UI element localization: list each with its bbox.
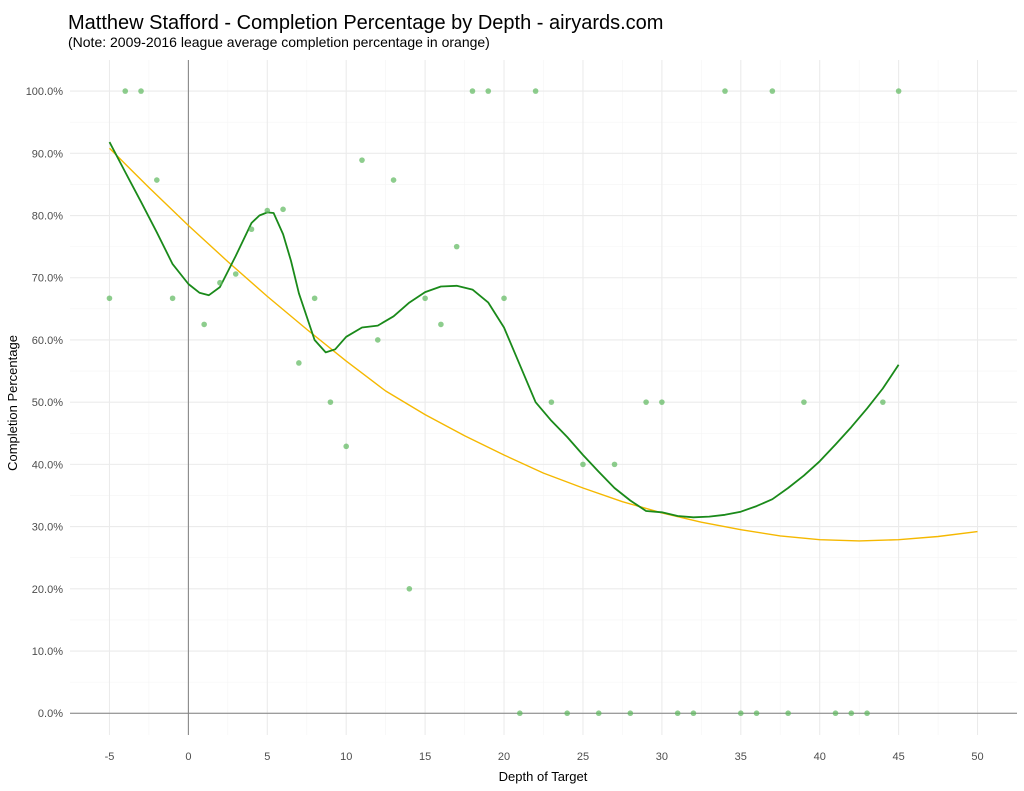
x-tick-label: 40 [814,751,826,763]
data-point [169,295,176,302]
league-average-layer [109,147,978,542]
y-tick-label: 10.0% [32,646,63,658]
data-point [217,279,223,286]
points-layer [106,88,902,717]
data-point [311,295,318,302]
data-point [769,88,776,94]
data-point [374,337,381,343]
data-point [753,710,760,717]
data-point [469,88,476,94]
data-point [722,88,728,94]
data-point [643,399,649,405]
data-point [154,177,160,183]
data-point [438,321,444,328]
data-point [406,586,413,592]
data-point [785,710,791,717]
x-tick-label: 10 [340,751,352,763]
data-point [690,710,697,717]
data-point [627,710,634,717]
y-tick-label: 100.0% [26,86,64,98]
data-point [674,710,681,717]
data-point [548,399,555,405]
data-point [848,710,855,717]
data-point [232,271,239,277]
data-point [832,710,839,717]
data-point [264,207,271,214]
data-point [453,243,460,250]
x-tick-label: -5 [105,751,115,763]
data-point [737,710,744,717]
y-tick-label: 70.0% [32,273,63,285]
data-point [485,88,492,94]
data-point [895,88,902,94]
x-tick-label: 0 [185,751,191,763]
chart-title: Matthew Stafford - Completion Percentage… [68,12,664,34]
data-point [343,443,350,450]
data-point [659,399,665,405]
data-point [422,295,428,302]
data-point [280,206,286,213]
x-tick-label: 30 [656,751,668,763]
grid [70,60,1017,735]
data-point [595,710,602,717]
y-axis-title: Completion Percentage [5,335,20,471]
y-tick-label: 40.0% [32,459,63,471]
y-tick-label: 90.0% [32,148,63,160]
data-point [201,321,207,328]
data-point [138,88,144,94]
x-tick-label: 45 [893,751,905,763]
smooth-layer [108,141,900,519]
data-point [517,710,523,717]
data-point [532,88,539,94]
data-point [359,157,365,163]
data-point [580,461,586,468]
data-point [864,710,870,717]
x-tick-label: 20 [498,751,510,763]
data-point [248,226,255,233]
x-axis-ticks: -5 0 5 10 15 20 25 30 35 40 45 50 [105,751,984,763]
x-tick-label: 15 [419,751,431,763]
chart-subtitle: (Note: 2009-2016 league average completi… [68,34,490,50]
y-axis-ticks: 0.0% 10.0% 20.0% 30.0% 40.0% 50.0% 60.0% 70.0% 8… [26,86,64,720]
smooth-trend-line [108,141,900,519]
y-tick-label: 50.0% [32,397,63,409]
x-tick-label: 25 [577,751,589,763]
y-tick-label: 30.0% [32,522,63,534]
x-tick-label: 35 [735,751,747,763]
x-tick-label: 50 [971,751,983,763]
data-point [501,295,507,302]
data-point [880,399,886,405]
y-tick-label: 20.0% [32,584,63,596]
data-point [611,461,618,468]
league-average-line [109,147,978,542]
y-tick-label: 0.0% [38,708,63,720]
y-tick-label: 80.0% [32,211,63,223]
data-point [390,177,397,183]
data-point [122,88,129,94]
data-point [106,295,113,302]
data-point [296,360,302,366]
data-point [801,399,807,405]
x-tick-label: 5 [264,751,270,763]
zero-lines [70,60,1017,735]
data-point [564,710,570,717]
y-tick-label: 60.0% [32,335,63,347]
data-point [327,399,334,405]
x-axis-title: Depth of Target [499,769,588,784]
